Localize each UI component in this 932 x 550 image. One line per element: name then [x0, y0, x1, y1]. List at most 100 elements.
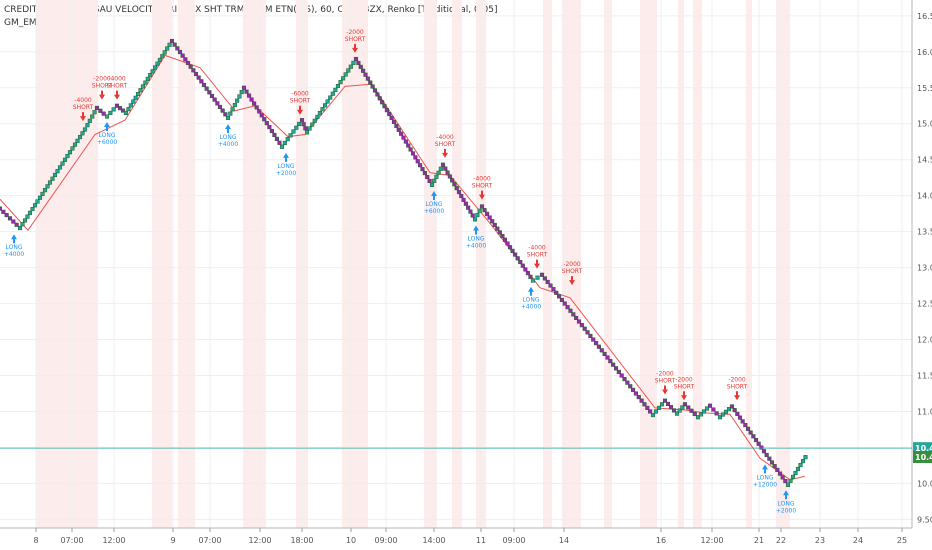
- renko-brick: [759, 445, 764, 450]
- session-band: [452, 0, 462, 528]
- session-band: [543, 0, 552, 528]
- renko-brick: [346, 68, 351, 73]
- renko-brick: [605, 355, 610, 360]
- renko-brick: [717, 415, 723, 420]
- signal-amount: -4000: [108, 76, 126, 83]
- renko-brick: [701, 409, 707, 414]
- short-arrow: [442, 148, 448, 158]
- signal-amount: -4000: [74, 97, 92, 104]
- x-tick-label: 18:00: [290, 536, 313, 545]
- renko-brick: [17, 225, 23, 231]
- renko-brick: [241, 85, 247, 90]
- renko-brick: [153, 65, 158, 70]
- renko-brick: [85, 123, 90, 128]
- renko-brick: [372, 88, 378, 93]
- renko-brick: [301, 122, 306, 127]
- short-arrow: [297, 105, 303, 115]
- renko-brick: [579, 323, 584, 328]
- renko-brick: [272, 132, 277, 137]
- renko-brick: [443, 166, 448, 171]
- renko-brick: [101, 111, 106, 116]
- y-tick-label: 15.00: [917, 120, 932, 129]
- renko-brick: [803, 455, 808, 460]
- renko-brick: [594, 341, 599, 346]
- renko-brick: [788, 478, 793, 483]
- renko-brick: [445, 170, 450, 175]
- renko-brick: [668, 405, 674, 410]
- renko-brick: [299, 118, 305, 123]
- renko-brick: [111, 107, 116, 112]
- renko-brick: [274, 136, 279, 141]
- session-band: [243, 0, 266, 528]
- renko-brick: [767, 456, 772, 461]
- renko-brick: [57, 165, 63, 170]
- renko-brick: [403, 139, 408, 144]
- renko-brick: [459, 193, 464, 199]
- renko-brick: [307, 126, 312, 131]
- renko-brick: [185, 60, 191, 66]
- signal-label: LONG: [426, 201, 443, 208]
- renko-brick: [126, 107, 131, 112]
- y-tick-label: 12.50: [917, 300, 932, 309]
- signal-label: SHORT: [527, 252, 548, 259]
- renko-brick: [60, 161, 65, 166]
- short-arrow: [569, 276, 575, 286]
- renko-brick: [145, 76, 150, 81]
- renko-brick: [175, 46, 180, 51]
- renko-brick: [169, 38, 175, 44]
- renko-brick: [650, 413, 656, 418]
- renko-brick: [692, 411, 697, 417]
- signal-amount: +2000: [776, 507, 796, 514]
- renko-brick: [596, 344, 601, 349]
- renko-brick: [729, 404, 735, 409]
- x-tick-label: 09:00: [374, 536, 397, 545]
- x-tick-label: 24: [853, 536, 863, 545]
- renko-brick: [588, 333, 593, 338]
- x-tick-label: 12:00: [102, 536, 125, 545]
- y-tick-label: 14.50: [917, 156, 932, 165]
- signal-label: SHORT: [73, 104, 94, 111]
- renko-brick: [94, 105, 100, 110]
- signal-amount: +2000: [276, 170, 296, 177]
- renko-brick: [220, 108, 225, 113]
- long-arrow: [783, 490, 789, 500]
- renko-brick: [554, 290, 559, 295]
- renko-brick: [157, 57, 162, 62]
- short-arrow: [662, 385, 668, 395]
- renko-brick: [77, 135, 83, 140]
- long-arrow: [473, 225, 479, 235]
- renko-brick: [515, 256, 520, 261]
- renko-brick: [777, 471, 783, 476]
- renko-brick: [277, 140, 282, 145]
- renko-brick: [269, 128, 274, 134]
- renko-brick: [775, 467, 780, 472]
- renko-brick: [312, 118, 317, 123]
- renko-brick: [52, 172, 58, 178]
- signal-amount: -2000: [656, 371, 674, 378]
- renko-brick: [636, 395, 641, 400]
- renko-brick: [368, 80, 373, 85]
- renko-brick: [456, 190, 462, 195]
- renko-brick: [427, 178, 432, 183]
- renko-brick: [165, 46, 170, 51]
- signal-label: LONG: [278, 163, 295, 170]
- renko-brick: [356, 60, 361, 65]
- renko-brick: [479, 204, 485, 209]
- renko-brick: [518, 259, 523, 265]
- renko-brick: [150, 69, 155, 74]
- session-band: [178, 0, 195, 528]
- renko-brick: [743, 423, 748, 428]
- long-arrow: [283, 152, 289, 162]
- ema-price-badge: [913, 451, 932, 464]
- renko-brick: [239, 90, 244, 95]
- y-tick-label: 11.50: [917, 371, 932, 380]
- renko-brick: [585, 330, 590, 335]
- renko-brick: [160, 54, 165, 59]
- renko-brick: [557, 294, 562, 299]
- renko-brick: [363, 72, 368, 77]
- renko-brick: [798, 463, 803, 468]
- renko-brick: [485, 211, 490, 216]
- renko-brick: [571, 312, 576, 317]
- renko-brick: [72, 142, 78, 147]
